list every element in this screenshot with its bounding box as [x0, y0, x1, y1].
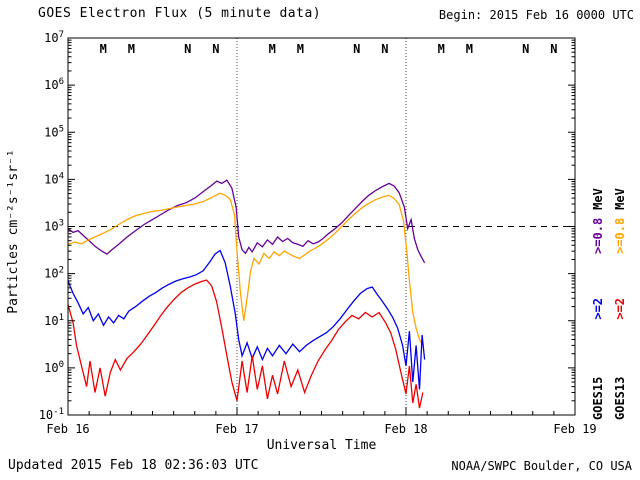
svg-text:102: 102 [44, 266, 64, 281]
svg-text:M: M [269, 42, 276, 56]
svg-text:100: 100 [44, 360, 64, 375]
svg-text:M: M [128, 42, 135, 56]
svg-text:N: N [353, 42, 360, 56]
x-axis-label: Universal Time [266, 438, 377, 453]
legend-goes15-ge2: >=2 [590, 297, 605, 320]
svg-text:101: 101 [44, 313, 64, 328]
svg-text:Feb 16: Feb 16 [46, 422, 89, 436]
svg-text:105: 105 [44, 124, 64, 139]
legend-goes13-ge08: >=0.8 [612, 217, 627, 254]
svg-text:N: N [550, 42, 557, 56]
svg-text:106: 106 [44, 77, 64, 92]
begin-timestamp: Begin: 2015 Feb 16 0000 UTC [438, 8, 634, 22]
legend-goes13-ge2: >=2 [612, 297, 627, 320]
svg-text:M: M [297, 42, 304, 56]
svg-text:N: N [212, 42, 219, 56]
updated-timestamp: Updated 2015 Feb 18 02:36:03 UTC [8, 458, 259, 473]
page-title: GOES Electron Flux (5 minute data) [38, 6, 322, 21]
svg-text:M: M [100, 42, 107, 56]
svg-text:10-1: 10-1 [39, 407, 64, 422]
svg-text:Feb 17: Feb 17 [215, 422, 258, 436]
svg-text:M: M [466, 42, 473, 56]
legend-goes15-ge08: >=0.8 [590, 217, 605, 254]
legend-goes13-mev: MeV [612, 188, 627, 210]
credit-text: NOAA/SWPC Boulder, CO USA [451, 459, 632, 473]
svg-text:M: M [438, 42, 445, 56]
svg-text:N: N [381, 42, 388, 56]
svg-text:N: N [522, 42, 529, 56]
svg-text:103: 103 [44, 219, 64, 234]
svg-text:104: 104 [44, 171, 64, 186]
svg-text:107: 107 [44, 30, 64, 45]
svg-text:Feb 18: Feb 18 [384, 422, 427, 436]
svg-text:N: N [184, 42, 191, 56]
legend-goes15-mev: MeV [590, 188, 605, 210]
legend-goes15: GOES15 >=2 >=0.8 MeV [589, 43, 606, 420]
y-axis-label: Particles cm⁻²s⁻¹sr⁻¹ [6, 149, 21, 314]
legend-goes13: GOES13 >=2 >=0.8 MeV [611, 43, 628, 420]
legend-goes15-satellite: GOES15 [590, 376, 605, 420]
legend-goes13-satellite: GOES13 [612, 376, 627, 420]
svg-text:Feb 19: Feb 19 [553, 422, 596, 436]
